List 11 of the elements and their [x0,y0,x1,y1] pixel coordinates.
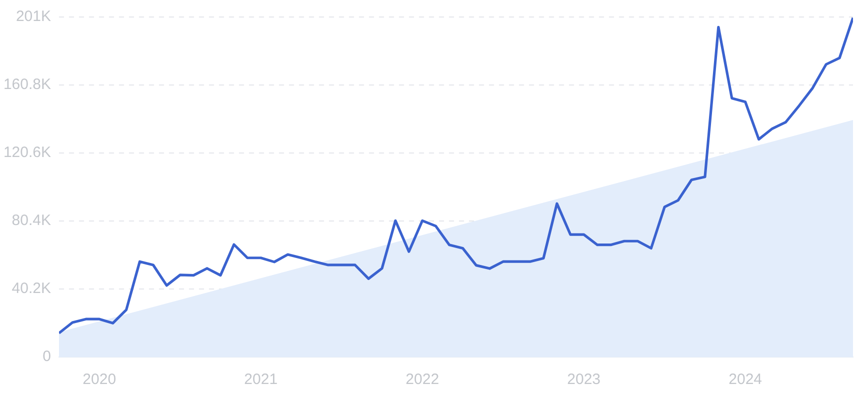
y-tick-label: 201K [16,8,51,26]
x-tick-label: 2022 [406,371,440,388]
y-tick-label: 120.6K [3,144,51,162]
x-tick-label: 2024 [728,371,762,388]
x-tick-label: 2020 [82,371,116,388]
y-tick-label: 80.4K [12,212,51,230]
x-tick-label: 2021 [244,371,278,388]
y-tick-label: 160.8K [3,76,51,94]
y-tick-label: 40.2K [12,280,51,298]
x-tick-label: 2023 [567,371,601,388]
y-tick-label: 0 [42,348,51,366]
